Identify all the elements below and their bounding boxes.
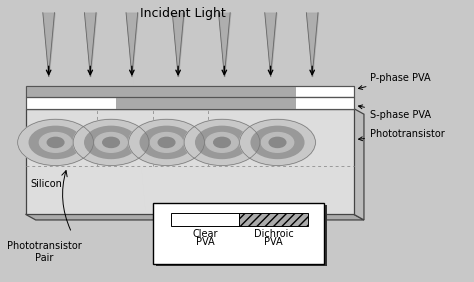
Text: Phototransistor: Phototransistor bbox=[358, 129, 445, 141]
Circle shape bbox=[39, 133, 72, 152]
Bar bbox=[206, 97, 296, 109]
Polygon shape bbox=[354, 109, 364, 220]
Circle shape bbox=[239, 119, 315, 166]
Text: Incident Light: Incident Light bbox=[140, 7, 226, 20]
Text: Phototransistor
Pair: Phototransistor Pair bbox=[7, 241, 82, 263]
Text: P-phase PVA: P-phase PVA bbox=[358, 73, 430, 89]
Circle shape bbox=[47, 137, 64, 147]
Text: Dichroic: Dichroic bbox=[254, 229, 293, 239]
Circle shape bbox=[18, 119, 93, 166]
Circle shape bbox=[95, 133, 127, 152]
Bar bbox=[156, 205, 328, 266]
Text: PVA: PVA bbox=[196, 237, 215, 247]
Bar bbox=[153, 203, 324, 264]
Bar bbox=[116, 97, 206, 109]
Text: Clear: Clear bbox=[192, 229, 218, 239]
Bar bbox=[26, 86, 354, 97]
Circle shape bbox=[128, 119, 204, 166]
Circle shape bbox=[251, 126, 304, 158]
Circle shape bbox=[206, 133, 238, 152]
Circle shape bbox=[85, 126, 137, 158]
Circle shape bbox=[158, 137, 175, 147]
Circle shape bbox=[73, 119, 149, 166]
Bar bbox=[26, 109, 354, 214]
Bar bbox=[26, 86, 116, 97]
Bar bbox=[26, 97, 354, 109]
Bar bbox=[26, 86, 354, 97]
Polygon shape bbox=[26, 214, 364, 220]
Text: Silicon: Silicon bbox=[30, 179, 62, 189]
Text: S-phase PVA: S-phase PVA bbox=[358, 105, 431, 120]
Circle shape bbox=[269, 137, 286, 147]
Bar bbox=[26, 97, 354, 109]
Text: PVA: PVA bbox=[264, 237, 283, 247]
Circle shape bbox=[196, 126, 248, 158]
Bar bbox=[171, 213, 239, 226]
Circle shape bbox=[29, 126, 82, 158]
Circle shape bbox=[103, 137, 119, 147]
Circle shape bbox=[261, 133, 294, 152]
Bar bbox=[116, 86, 206, 97]
Circle shape bbox=[214, 137, 230, 147]
Bar bbox=[239, 213, 308, 226]
Circle shape bbox=[184, 119, 260, 166]
Circle shape bbox=[140, 126, 193, 158]
Circle shape bbox=[150, 133, 182, 152]
Bar bbox=[206, 86, 296, 97]
